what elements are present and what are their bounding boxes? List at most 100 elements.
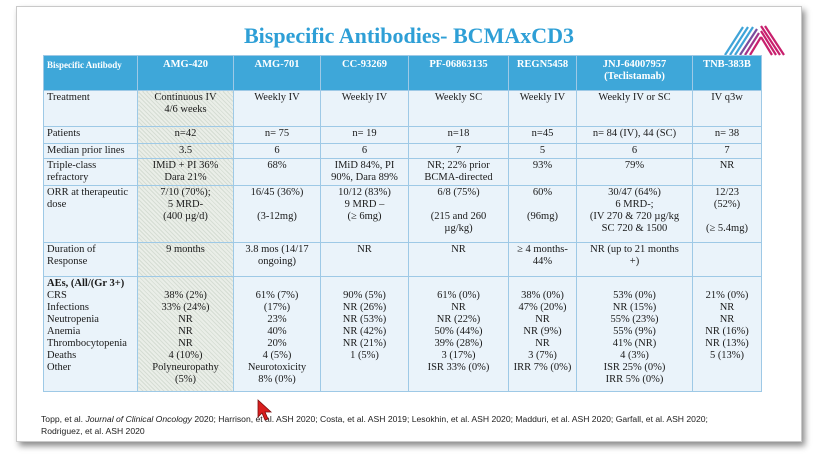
table-cell: 6/8 (75%) (215 and 260 µg/kg) <box>408 185 509 243</box>
cell-text: 79% <box>624 160 645 171</box>
row-label-text: refractory <box>47 172 89 183</box>
prior-lines-row: Median prior lines 3.5 6 6 7 5 6 7 <box>43 143 762 159</box>
cell-text: Weekly SC <box>434 92 483 103</box>
header-text: PF-06863135 <box>429 59 488 70</box>
ae-label: Thrombocytopenia <box>47 338 127 349</box>
table-cell: NR (up to 21 months +) <box>576 242 693 277</box>
cell-text <box>512 278 573 290</box>
cell-text: 7/10 (70%); <box>160 187 211 198</box>
cell-text: 90% (5%) <box>343 290 386 301</box>
cell-text: 7 <box>455 145 462 156</box>
table-cell: 12/23 (52%) (≥ 5.4mg) <box>692 185 762 243</box>
table-cell: 6 <box>320 143 409 159</box>
row-label: AEs, (All/(Gr 3+) CRS Infections Neutropeni… <box>43 276 138 392</box>
column-header: AMG-701 <box>233 55 321 91</box>
references-footnote: Topp, et al. Journal of Clinical Oncolog… <box>41 413 801 437</box>
cell-text: Polyneuropathy <box>152 362 219 373</box>
cell-text: NR <box>178 326 193 337</box>
table-cell: 7 <box>408 143 509 159</box>
cell-text: NR <box>535 314 550 325</box>
cell-text: IRR 5% (0%) <box>605 374 664 385</box>
cell-text: BCMA-directed <box>424 172 493 183</box>
table-cell: 93% <box>508 158 577 186</box>
treatment-row: Treatment Continuous IV 4/6 weeks Weekly IV… <box>43 90 762 127</box>
row-label-text: Treatment <box>47 92 90 103</box>
triple-class-row: Triple-class refractory IMiD + PI 36% Dara … <box>43 158 762 186</box>
cell-text: NR <box>535 338 550 349</box>
cell-text: SC 720 & 1500 <box>601 223 668 234</box>
table-cell: 61% (7%) (17%) 23% 40% 20% 4 (5%) Neurotoxicit… <box>233 276 321 392</box>
cell-text: (52%) <box>713 199 741 210</box>
column-header: TNB-383B <box>692 55 762 91</box>
cell-text: 3 (7%) <box>528 350 557 361</box>
header-label-cell: Bispecific Antibody <box>43 55 138 91</box>
header-text: REGN5458 <box>516 59 569 70</box>
column-header: PF-06863135 <box>408 55 509 91</box>
table-cell <box>692 242 762 277</box>
cell-text: (≥ 6mg) <box>347 211 382 222</box>
header-row: Bispecific Antibody AMG-420 AMG-701 CC-9326… <box>43 55 762 91</box>
cell-text: 3.8 mos (14/17 <box>245 244 309 255</box>
table-cell: NR <box>692 158 762 186</box>
mouse-pointer-cursor <box>257 399 273 421</box>
cell-text: 33% (24%) <box>161 302 210 313</box>
table-cell: IMiD 84%, PI 90%, Dara 89% <box>320 158 409 186</box>
table-cell: 6 <box>233 143 321 159</box>
column-header: AMG-420 <box>137 55 234 91</box>
cell-text: NR; 22% prior <box>427 160 490 171</box>
table-cell: 38% (0%) 47% (20%) NR NR (9%) NR 3 (7%) IRR 7%… <box>508 276 577 392</box>
cell-text <box>580 278 689 290</box>
cell-text: 53% (0%) <box>613 290 656 301</box>
cell-text: (96mg) <box>527 211 558 222</box>
ae-label: Deaths <box>47 350 77 361</box>
row-label-text: Duration of <box>47 244 96 255</box>
cell-text: µg/kg) <box>444 223 473 234</box>
table-cell: 5 <box>508 143 577 159</box>
header-text: AMG-420 <box>163 59 208 70</box>
cell-text: (17%) <box>263 302 291 313</box>
row-label-text: ORR at therapeutic <box>47 187 129 198</box>
table-cell: Weekly IV <box>508 90 577 127</box>
cell-text: Weekly IV <box>341 92 388 103</box>
cell-text: n=18 <box>447 128 470 139</box>
cell-text: 50% (44%) <box>434 326 483 337</box>
table-cell: n=42 <box>137 126 234 144</box>
cell-text: n=45 <box>531 128 554 139</box>
cell-text: n= 38 <box>714 128 740 139</box>
table-cell: 9 months <box>137 242 234 277</box>
cell-text: 6/8 (75%) <box>437 187 480 198</box>
header-text: CC-93269 <box>342 59 387 70</box>
cell-text: 4 (5%) <box>262 350 292 361</box>
table-cell: 30/47 (64%) 6 MRD-; (IV 270 & 720 µg/kg SC … <box>576 185 693 243</box>
row-label-text: Median prior lines <box>47 145 125 156</box>
table-cell: 53% (0%) NR (15%) 55% (23%) 55% (9%) 41% (NR… <box>576 276 693 392</box>
cell-text: 93% <box>532 160 553 171</box>
cell-text: NR <box>719 160 735 171</box>
row-label-text: Response <box>47 256 88 267</box>
cell-text: NR <box>719 314 735 325</box>
table-cell: Continuous IV 4/6 weeks <box>137 90 234 127</box>
cell-text: 10/12 (83%) <box>338 187 391 198</box>
cell-text: 1 (5%) <box>350 350 379 361</box>
cell-text: 6 <box>631 145 638 156</box>
cell-text: 90%, Dara 89% <box>331 172 398 183</box>
ae-label: Anemia <box>47 326 81 337</box>
table-cell: n=18 <box>408 126 509 144</box>
cell-text: n=42 <box>174 128 197 139</box>
cell-text: NR <box>451 244 466 255</box>
column-header: JNJ-64007957 (Teclistamab) <box>576 55 693 91</box>
cell-text: 9 months <box>166 244 205 255</box>
ae-header-label: AEs, (All/(Gr 3+) <box>47 278 125 289</box>
cell-text: 61% (7%) <box>255 290 299 301</box>
cell-text: (5%) <box>175 374 196 385</box>
header-text: JNJ-64007957 <box>602 59 667 70</box>
cell-text <box>237 278 317 290</box>
cell-text: NR (16%) <box>705 326 749 337</box>
cell-text: 60% <box>532 187 553 198</box>
cell-text: 55% (9%) <box>613 326 656 337</box>
cell-text: 47% (20%) <box>518 302 567 313</box>
row-label: Triple-class refractory <box>43 158 138 186</box>
row-label-text: Triple-class <box>47 160 97 171</box>
cell-text <box>696 211 758 223</box>
cell-text: Neurotoxicity <box>247 362 307 373</box>
